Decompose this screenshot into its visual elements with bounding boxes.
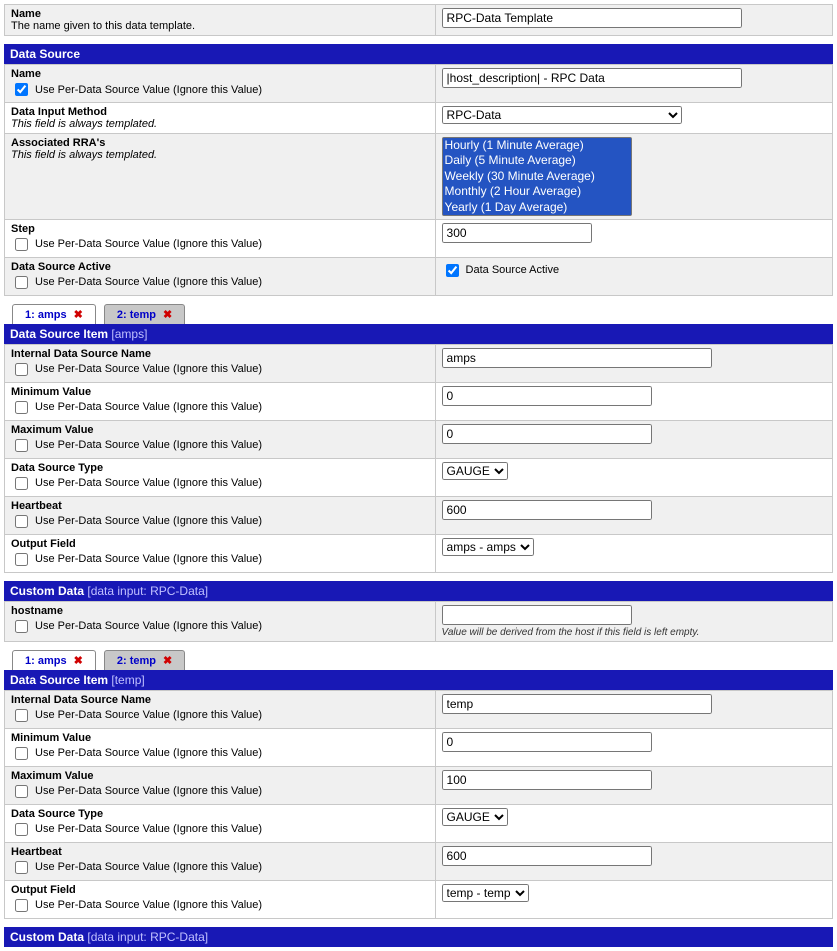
ds-active-perdata-checkbox[interactable]	[15, 276, 28, 289]
temp-type-perdata-checkbox[interactable]	[15, 823, 28, 836]
ds-input-method-help: This field is always templated.	[11, 118, 429, 130]
ds-name-perdata-label: Use Per-Data Source Value (Ignore this V…	[35, 84, 262, 96]
tab-amps[interactable]: 1: amps ✖	[12, 304, 96, 324]
amps-type-perdata-checkbox[interactable]	[15, 477, 28, 490]
data-source-header: Data Source	[4, 44, 833, 64]
name-table: Name The name given to this data templat…	[4, 4, 833, 36]
hostname-hint: Value will be derived from the host if t…	[442, 627, 826, 638]
custom-data-a-table: hostname Use Per-Data Source Value (Igno…	[4, 601, 833, 642]
ds-active-checkbox[interactable]	[446, 264, 459, 277]
temp-heartbeat-label: Heartbeat	[11, 846, 429, 858]
name-input[interactable]	[442, 8, 742, 28]
ds-item-temp-table: Internal Data Source Name Use Per-Data S…	[4, 690, 833, 919]
ds-rra-help: This field is always templated.	[11, 149, 429, 161]
ds-name-label: Name	[11, 68, 429, 80]
temp-type-select[interactable]: GAUGE	[442, 808, 508, 826]
tab-temp[interactable]: 2: temp ✖	[104, 304, 185, 324]
ds-step-input[interactable]	[442, 223, 592, 243]
amps-min-input[interactable]	[442, 386, 652, 406]
custom-data-a-header: Custom Data [data input: RPC-Data]	[4, 581, 833, 601]
tab-amps-b[interactable]: 1: amps ✖	[12, 650, 96, 670]
temp-output-perdata-checkbox[interactable]	[15, 899, 28, 912]
name-help: The name given to this data template.	[11, 20, 429, 32]
amps-max-label: Maximum Value	[11, 424, 429, 436]
tab-temp-b[interactable]: 2: temp ✖	[104, 650, 185, 670]
amps-internal-label: Internal Data Source Name	[11, 348, 429, 360]
temp-max-label: Maximum Value	[11, 770, 429, 782]
amps-type-select[interactable]: GAUGE	[442, 462, 508, 480]
ds-item-amps-table: Internal Data Source Name Use Per-Data S…	[4, 344, 833, 573]
amps-min-label: Minimum Value	[11, 386, 429, 398]
temp-min-input[interactable]	[442, 732, 652, 752]
ds-item-amps-header: Data Source Item [amps]	[4, 324, 833, 344]
temp-max-input[interactable]	[442, 770, 652, 790]
temp-heartbeat-perdata-checkbox[interactable]	[15, 861, 28, 874]
amps-internal-input[interactable]	[442, 348, 712, 368]
tabs-amps-temp-b: 1: amps ✖ 2: temp ✖	[12, 650, 833, 670]
ds-active-label: Data Source Active	[11, 261, 429, 273]
close-icon[interactable]: ✖	[74, 655, 83, 667]
ds-step-label: Step	[11, 223, 429, 235]
temp-min-label: Minimum Value	[11, 732, 429, 744]
amps-type-label: Data Source Type	[11, 462, 429, 474]
amps-heartbeat-perdata-checkbox[interactable]	[15, 515, 28, 528]
tabs-amps-temp: 1: amps ✖ 2: temp ✖	[12, 304, 833, 324]
ds-input-method-select[interactable]: RPC-Data	[442, 106, 682, 124]
ds-step-perdata-checkbox[interactable]	[15, 238, 28, 251]
ds-rra-select[interactable]: Hourly (1 Minute Average) Daily (5 Minut…	[442, 137, 632, 216]
temp-output-select[interactable]: temp - temp	[442, 884, 529, 902]
amps-output-select[interactable]: amps - amps	[442, 538, 534, 556]
temp-internal-label: Internal Data Source Name	[11, 694, 429, 706]
ds-input-method-label: Data Input Method	[11, 106, 429, 118]
ds-rra-label: Associated RRA's	[11, 137, 429, 149]
close-icon[interactable]: ✖	[74, 309, 83, 321]
ds-name-input[interactable]	[442, 68, 742, 88]
temp-internal-perdata-checkbox[interactable]	[15, 709, 28, 722]
ds-active-text: Data Source Active	[466, 264, 560, 276]
amps-output-perdata-checkbox[interactable]	[15, 553, 28, 566]
temp-output-label: Output Field	[11, 884, 429, 896]
hostname-label: hostname	[11, 605, 429, 617]
amps-min-perdata-checkbox[interactable]	[15, 401, 28, 414]
amps-max-perdata-checkbox[interactable]	[15, 439, 28, 452]
custom-data-b-header: Custom Data [data input: RPC-Data]	[4, 927, 833, 947]
close-icon[interactable]: ✖	[163, 655, 172, 667]
name-label: Name	[11, 8, 429, 20]
amps-max-input[interactable]	[442, 424, 652, 444]
temp-internal-input[interactable]	[442, 694, 712, 714]
ds-item-temp-header: Data Source Item [temp]	[4, 670, 833, 690]
temp-min-perdata-checkbox[interactable]	[15, 747, 28, 760]
amps-heartbeat-input[interactable]	[442, 500, 652, 520]
amps-internal-perdata-checkbox[interactable]	[15, 363, 28, 376]
ds-name-perdata-checkbox[interactable]	[15, 83, 28, 96]
amps-output-label: Output Field	[11, 538, 429, 550]
ds-active-perdata-label: Use Per-Data Source Value (Ignore this V…	[35, 276, 262, 288]
temp-heartbeat-input[interactable]	[442, 846, 652, 866]
amps-heartbeat-label: Heartbeat	[11, 500, 429, 512]
hostname-input[interactable]	[442, 605, 632, 625]
hostname-perdata-checkbox[interactable]	[15, 620, 28, 633]
close-icon[interactable]: ✖	[163, 309, 172, 321]
temp-type-label: Data Source Type	[11, 808, 429, 820]
data-source-table: Name Use Per-Data Source Value (Ignore t…	[4, 64, 833, 296]
ds-step-perdata-label: Use Per-Data Source Value (Ignore this V…	[35, 238, 262, 250]
temp-max-perdata-checkbox[interactable]	[15, 785, 28, 798]
